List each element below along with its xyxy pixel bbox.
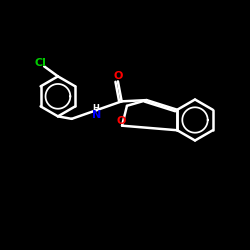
Text: O: O [116,116,126,126]
Text: O: O [114,71,123,81]
Text: N: N [92,110,101,120]
Text: Cl: Cl [34,58,46,68]
Text: H: H [93,104,100,113]
